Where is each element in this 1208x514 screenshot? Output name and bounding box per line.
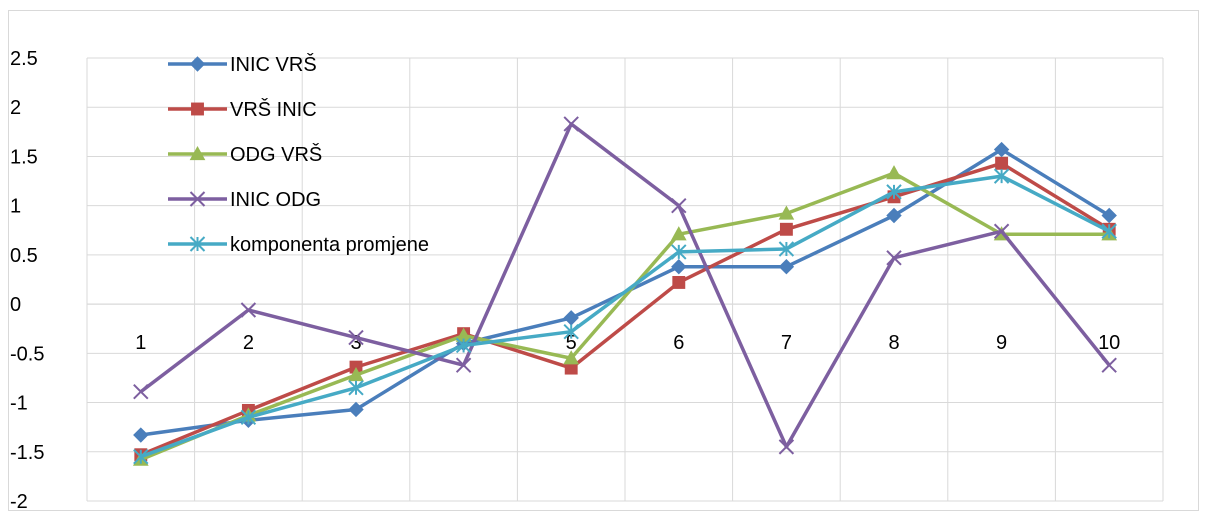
data-point-marker — [240, 302, 257, 318]
data-point-marker — [189, 56, 206, 72]
y-tick-label: -2 — [10, 491, 28, 513]
data-point-marker — [993, 223, 1010, 239]
x-tick-label: 7 — [781, 332, 792, 354]
x-tick-label: 9 — [996, 332, 1007, 354]
series-line — [140, 171, 1110, 462]
x-tick-label: 2 — [243, 332, 254, 354]
x-tick-label: 6 — [673, 332, 684, 354]
data-point-marker — [672, 276, 686, 289]
data-point-marker — [189, 236, 206, 252]
data-point-marker — [779, 222, 793, 236]
data-point-marker — [563, 116, 579, 132]
y-tick-label: 1.5 — [10, 146, 38, 168]
y-tick-label: 2 — [10, 97, 21, 119]
series-group — [132, 116, 1118, 466]
data-point-marker — [563, 323, 579, 340]
data-point-marker — [671, 258, 687, 275]
x-tick-label: 8 — [888, 332, 899, 354]
data-point-marker — [671, 197, 687, 214]
data-point-marker — [1101, 357, 1117, 373]
series-line — [139, 122, 1111, 449]
data-point-marker — [886, 250, 902, 266]
chart-border — [8, 10, 1199, 511]
y-tick-label: -1 — [10, 393, 28, 415]
x-tick-label: 1 — [135, 332, 146, 354]
data-point-marker — [189, 191, 206, 207]
series-5 — [133, 168, 1117, 465]
series-line — [140, 161, 1111, 457]
data-point-marker — [563, 350, 580, 365]
legend-item: komponenta promjene — [168, 234, 429, 256]
series-4 — [133, 116, 1117, 455]
legend-item: INIC ODG — [168, 189, 321, 211]
data-point-marker — [995, 156, 1009, 170]
data-point-marker — [455, 337, 472, 354]
series-line — [140, 174, 1110, 459]
legend-label: INIC ODG — [230, 189, 321, 211]
data-point-marker — [778, 439, 795, 455]
data-point-marker — [563, 310, 579, 326]
data-point-marker — [886, 184, 902, 200]
data-point-marker — [886, 165, 902, 180]
data-point-marker — [348, 329, 364, 346]
legend-item: INIC VRŠ — [168, 53, 317, 76]
x-tick-label: 10 — [1098, 332, 1120, 354]
data-point-marker — [1101, 223, 1117, 239]
legend-label: INIC VRŠ — [230, 53, 317, 76]
data-point-marker — [348, 401, 364, 418]
data-point-marker — [778, 241, 795, 257]
data-point-marker — [133, 427, 149, 443]
data-point-marker — [133, 448, 149, 465]
y-tick-label: 0 — [10, 294, 21, 316]
y-tick-label: 2.5 — [10, 48, 38, 70]
data-point-marker — [886, 207, 902, 224]
data-point-marker — [670, 226, 687, 241]
data-point-marker — [778, 258, 795, 275]
legend: INIC VRŠ VRŠ INIC ODG VRŠ INIC ODG komponent… — [168, 53, 429, 256]
y-tick-label: 1 — [10, 196, 21, 218]
x-axis-ticks: 12345678910 — [135, 332, 1120, 354]
data-point-marker — [671, 244, 687, 260]
data-point-marker — [1101, 207, 1117, 224]
data-point-marker — [240, 409, 257, 426]
x-tick-label: 3 — [350, 332, 361, 354]
legend-item: VRŠ INIC — [168, 98, 317, 121]
legend-label: ODG VRŠ — [230, 143, 322, 166]
data-point-marker — [455, 357, 472, 373]
data-point-marker — [993, 141, 1010, 158]
legend-label: komponenta promjene — [230, 234, 429, 256]
data-point-marker — [778, 205, 795, 220]
x-tick-label: 5 — [566, 332, 577, 354]
data-point-marker — [133, 384, 149, 400]
legend-label: VRŠ INIC — [230, 98, 317, 121]
data-point-marker — [993, 168, 1010, 184]
y-axis-ticks: 2.5 2 1.5 1 0.5 0 -0.5 -1 -1.5 -2 — [10, 48, 44, 513]
y-tick-label: -0.5 — [10, 343, 44, 365]
legend-item: ODG VRŠ — [168, 143, 322, 166]
data-point-marker — [189, 145, 206, 161]
data-point-marker — [348, 366, 364, 382]
y-tick-label: -1.5 — [10, 442, 44, 464]
data-point-marker — [348, 380, 364, 396]
gridlines — [86, 57, 1164, 502]
data-point-marker — [191, 102, 204, 116]
y-tick-label: 0.5 — [10, 245, 38, 267]
